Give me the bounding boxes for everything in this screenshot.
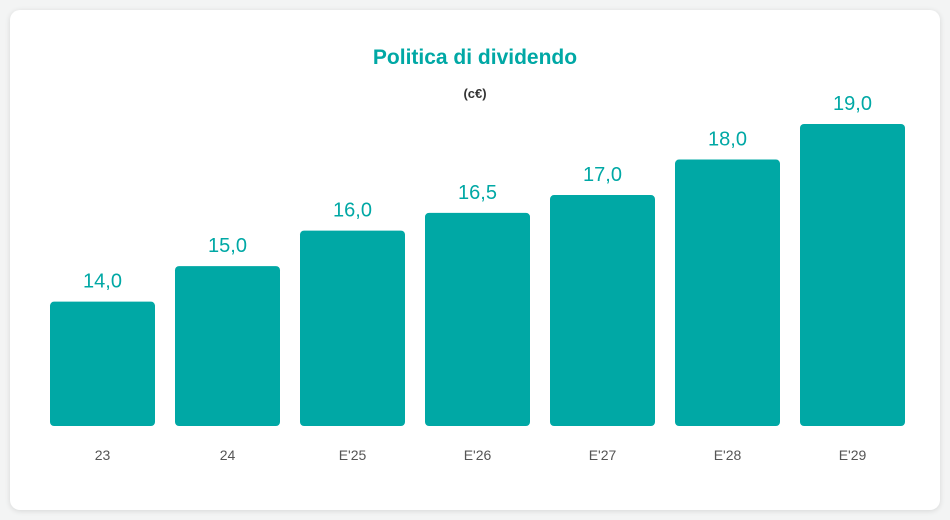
value-label-2: 16,0 [333,200,372,222]
chart-title: Politica di dividendo [373,46,577,69]
tick-label-3: E'26 [464,447,492,463]
bar-1 [175,266,280,426]
tick-label-4: E'27 [589,447,617,463]
value-label-4: 17,0 [583,164,622,186]
value-label-0: 14,0 [83,271,122,293]
bar-0 [50,301,155,426]
bars-group [50,124,905,426]
tick-label-6: E'29 [839,447,867,463]
tick-label-2: E'25 [339,447,367,463]
value-label-1: 15,0 [208,235,247,257]
tick-label-1: 24 [220,447,236,463]
value-label-5: 18,0 [708,129,747,151]
x-axis-tick-labels: 23 24 E'25 E'26 E'27 E'28 E'29 [95,447,867,463]
bar-3 [425,212,530,426]
tick-label-0: 23 [95,447,111,463]
bar-4 [550,195,655,426]
bar-2 [300,230,405,426]
value-labels-group: 14,0 15,0 16,0 16,5 17,0 18,0 19,0 [83,93,872,293]
chart-unit-label: (c€) [463,86,486,101]
tick-label-5: E'28 [714,447,742,463]
value-label-3: 16,5 [458,182,497,204]
value-label-6: 19,0 [833,93,872,115]
bar-6 [800,124,905,426]
bar-5 [675,159,780,426]
